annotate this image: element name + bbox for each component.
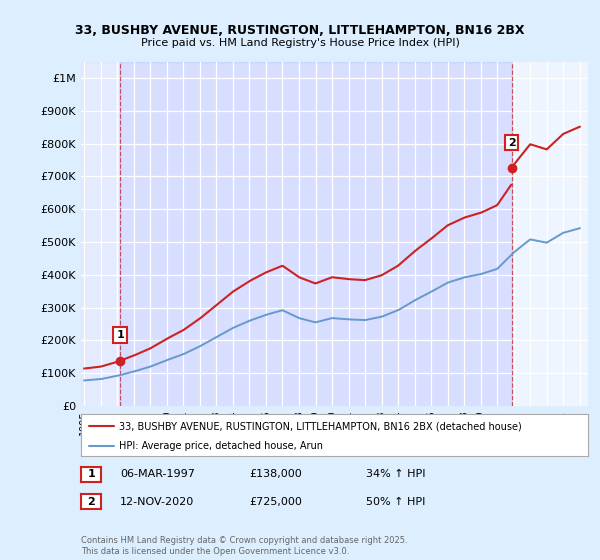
Text: 2: 2 <box>508 138 515 148</box>
Text: 12-NOV-2020: 12-NOV-2020 <box>120 497 194 507</box>
Text: 33, BUSHBY AVENUE, RUSTINGTON, LITTLEHAMPTON, BN16 2BX (detached house): 33, BUSHBY AVENUE, RUSTINGTON, LITTLEHAM… <box>119 421 522 431</box>
Text: Contains HM Land Registry data © Crown copyright and database right 2025.
This d: Contains HM Land Registry data © Crown c… <box>81 536 407 556</box>
Text: 06-MAR-1997: 06-MAR-1997 <box>120 469 195 479</box>
Text: 2: 2 <box>88 497 95 507</box>
Text: 33, BUSHBY AVENUE, RUSTINGTON, LITTLEHAMPTON, BN16 2BX: 33, BUSHBY AVENUE, RUSTINGTON, LITTLEHAM… <box>75 24 525 37</box>
Text: £138,000: £138,000 <box>249 469 302 479</box>
Bar <box>120 62 512 406</box>
Text: 1: 1 <box>88 469 95 479</box>
Text: HPI: Average price, detached house, Arun: HPI: Average price, detached house, Arun <box>119 441 323 451</box>
Text: 1: 1 <box>116 330 124 340</box>
Text: 50% ↑ HPI: 50% ↑ HPI <box>366 497 425 507</box>
Text: Price paid vs. HM Land Registry's House Price Index (HPI): Price paid vs. HM Land Registry's House … <box>140 38 460 48</box>
Text: 34% ↑ HPI: 34% ↑ HPI <box>366 469 425 479</box>
Bar <box>81 62 120 406</box>
Text: £725,000: £725,000 <box>249 497 302 507</box>
